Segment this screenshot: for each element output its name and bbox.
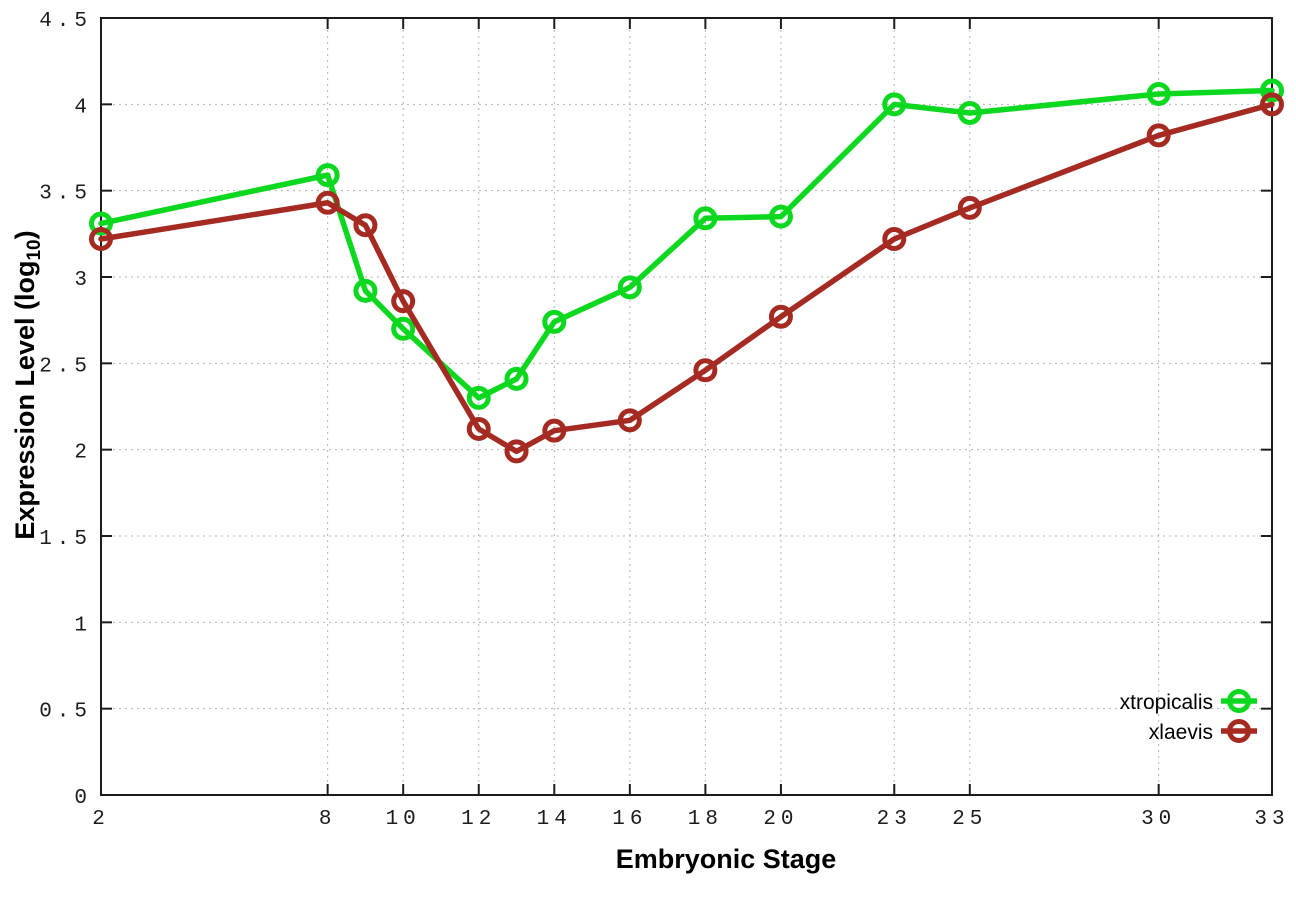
legend-label-xtropicalis: xtropicalis: [1120, 691, 1213, 714]
y-axis-title: Expression Level (log10): [10, 230, 46, 539]
data-point-xlaevis: [693, 358, 718, 383]
data-point-xlaevis: [617, 408, 642, 433]
data-point-xtropicalis: [768, 204, 793, 229]
data-point-xlaevis: [957, 195, 982, 220]
y-axis-title-subscript: 10: [24, 239, 45, 261]
data-point-xlaevis: [882, 227, 907, 252]
series-line-xlaevis: [98, 101, 1275, 455]
x-tick-label: 8: [319, 808, 337, 831]
y-tick-label: 1: [74, 614, 92, 637]
data-point-xlaevis: [89, 227, 113, 252]
y-tick-label: 4: [74, 96, 92, 119]
y-tick-label: 2: [74, 442, 92, 465]
x-tick-label: 10: [386, 808, 421, 831]
y-tick-label: 4.5: [39, 10, 92, 33]
data-point-xlaevis: [315, 190, 340, 215]
x-tick-label: 30: [1141, 808, 1176, 831]
data-point-xlaevis: [353, 213, 378, 238]
y-tick-label: 2.5: [39, 355, 92, 378]
x-tick-label: 12: [461, 808, 496, 831]
y-tick-label: 0: [74, 787, 92, 810]
y-axis-title-text: Expression Level (log: [10, 260, 40, 540]
x-axis-title: Embryonic Stage: [0, 844, 1296, 875]
data-point-xlaevis: [768, 304, 793, 329]
x-tick-label: 25: [952, 808, 987, 831]
x-tick-label: 14: [537, 808, 572, 831]
data-point-xtropicalis: [882, 92, 907, 117]
legend-marker-xlaevis: [1227, 719, 1251, 743]
y-tick-label: 3.5: [39, 183, 92, 206]
data-point-xtropicalis: [353, 278, 378, 303]
data-point-xtropicalis: [617, 275, 642, 300]
x-tick-label: 23: [877, 808, 912, 831]
x-tick-label: 18: [688, 808, 723, 831]
data-point-xlaevis: [504, 439, 529, 464]
x-tick-label: 33: [1254, 808, 1289, 831]
data-point-xtropicalis: [1260, 78, 1284, 103]
data-point-xtropicalis: [466, 385, 491, 410]
data-point-xtropicalis: [693, 206, 718, 231]
data-point-xlaevis: [542, 418, 567, 443]
data-point-xlaevis: [391, 289, 416, 314]
data-point-xtropicalis: [391, 316, 416, 341]
legend-label-xlaevis: xlaevis: [1149, 721, 1213, 744]
plot-border: [100, 17, 1273, 796]
data-point-xlaevis: [1146, 123, 1171, 148]
data-point-xtropicalis: [89, 211, 113, 236]
data-point-xtropicalis: [315, 163, 340, 188]
x-tick-label: 2: [92, 808, 110, 831]
x-axis-title-text: Embryonic Stage: [615, 844, 837, 874]
legend-marker-xtropicalis: [1227, 689, 1251, 713]
y-axis-title-close: ): [10, 230, 40, 240]
data-point-xtropicalis: [957, 100, 982, 125]
y-tick-label: 0.5: [39, 701, 92, 724]
series-line-xtropicalis: [98, 87, 1275, 401]
x-tick-label: 20: [763, 808, 798, 831]
data-point-xtropicalis: [542, 309, 567, 334]
x-tick-label: 16: [612, 808, 647, 831]
data-point-xlaevis: [466, 416, 491, 441]
data-point-xtropicalis: [504, 366, 529, 391]
data-point-xtropicalis: [1146, 81, 1171, 106]
data-point-xlaevis: [1260, 92, 1284, 117]
y-tick-label: 3: [74, 269, 92, 292]
y-tick-label: 1.5: [39, 528, 92, 551]
